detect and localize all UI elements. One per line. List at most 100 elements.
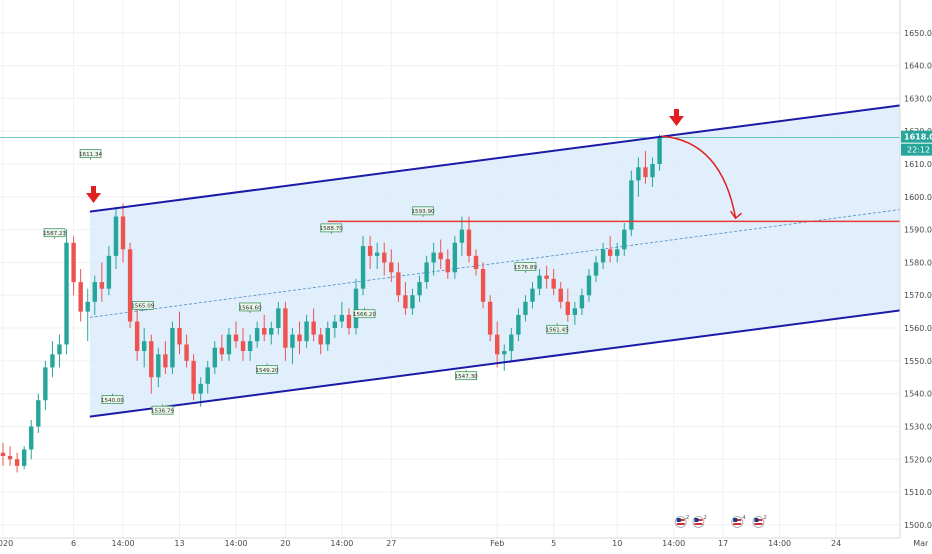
flag-canton	[754, 518, 759, 522]
candle-body	[247, 341, 253, 352]
y-tick-label: 1550.00	[904, 357, 932, 366]
price-tag-box	[353, 309, 376, 319]
price-tag: 1587.23	[43, 228, 67, 239]
candle-body	[0, 452, 6, 456]
y-tick-label: 1530.00	[904, 422, 932, 431]
x-tick-label: 27	[386, 539, 396, 548]
candle-body	[269, 328, 274, 335]
candle	[452, 236, 458, 279]
candle	[170, 321, 175, 374]
price-tag-label: 1536.79	[151, 408, 175, 414]
candle-body	[212, 347, 217, 368]
candle-body	[106, 255, 112, 289]
channel-upper-line[interactable]	[89, 103, 904, 213]
price-tag: 1547.30	[455, 369, 479, 381]
y-tick-label: 1630.00	[904, 94, 932, 103]
candle-body	[149, 341, 154, 378]
candle-body	[262, 328, 267, 335]
candle	[544, 265, 549, 289]
candle-body	[480, 269, 486, 302]
candle-body	[403, 295, 408, 309]
price-tag-label: 1549.20	[255, 368, 279, 374]
candle-body	[78, 282, 83, 312]
x-tick-label: 14:00	[224, 539, 247, 548]
y-tick-label: 1570.00	[904, 291, 932, 300]
us-flag-icon[interactable]: 2	[752, 515, 767, 528]
price-tag: 1561.45	[546, 323, 569, 334]
candle	[64, 229, 69, 355]
candle-body	[29, 426, 34, 450]
price-tag: 1564.60	[239, 302, 263, 313]
candle-body	[346, 314, 352, 329]
candle-body	[92, 282, 97, 302]
last-price-label-bg	[901, 130, 932, 143]
forecast-arrow[interactable]	[661, 135, 737, 219]
candle	[424, 255, 429, 289]
candle-body	[615, 249, 620, 256]
x-tick-label: 20	[280, 539, 290, 548]
candle-body	[360, 246, 366, 289]
candle	[509, 328, 514, 361]
us-flag-icon[interactable]: 2	[692, 515, 707, 528]
flag-stripe	[754, 523, 763, 525]
candle-body	[438, 252, 443, 260]
candle-body	[452, 242, 458, 273]
candle	[283, 301, 288, 361]
candle	[254, 321, 260, 348]
candle	[636, 157, 641, 197]
channel-lower-line[interactable]	[89, 309, 904, 418]
us-flag-icon[interactable]: 4	[731, 515, 747, 528]
candle	[134, 308, 140, 361]
price-tag-label: 1566.20	[353, 312, 377, 318]
red-down-arrow-icon	[669, 109, 684, 126]
x-tick-label: 17	[718, 539, 728, 548]
candle	[572, 301, 578, 325]
price-tag-label: 1547.30	[455, 374, 479, 380]
candle	[163, 341, 168, 374]
candle	[417, 275, 422, 302]
candle	[431, 242, 436, 276]
candle-body	[113, 216, 119, 256]
candle	[332, 314, 338, 338]
price-tag-box	[239, 302, 261, 312]
y-tick-label: 1540.00	[904, 390, 932, 399]
candle-body	[219, 347, 225, 355]
candle	[0, 442, 6, 466]
candle-body	[7, 455, 13, 460]
candle-body	[332, 321, 338, 329]
candle	[459, 216, 465, 256]
candle	[523, 295, 528, 322]
candles[interactable]	[0, 134, 662, 473]
candle-body	[629, 180, 634, 230]
candle	[374, 242, 380, 269]
price-tag-label: 1564.60	[239, 305, 263, 311]
candle	[212, 341, 217, 374]
candle-body	[509, 334, 514, 352]
candle-body	[558, 288, 563, 302]
us-flag-icon[interactable]: 2	[674, 515, 689, 528]
candle	[403, 282, 408, 315]
candle-body	[254, 328, 260, 342]
candle	[445, 249, 450, 279]
price-tag-box	[546, 324, 569, 334]
candle-body	[495, 334, 500, 355]
candle	[579, 288, 585, 315]
candle	[353, 278, 359, 335]
candle-body	[650, 164, 655, 178]
candle	[600, 242, 606, 269]
price-tag: 1549.20	[255, 363, 279, 374]
candle-body	[134, 321, 140, 352]
price-tag-box	[320, 223, 343, 233]
candle	[240, 328, 246, 361]
candle	[14, 452, 20, 473]
candle	[43, 360, 48, 411]
candle-body	[85, 301, 90, 312]
candle	[92, 275, 97, 315]
candle	[106, 246, 112, 296]
price-tag-box	[151, 405, 174, 415]
event-count: 2	[703, 515, 707, 521]
